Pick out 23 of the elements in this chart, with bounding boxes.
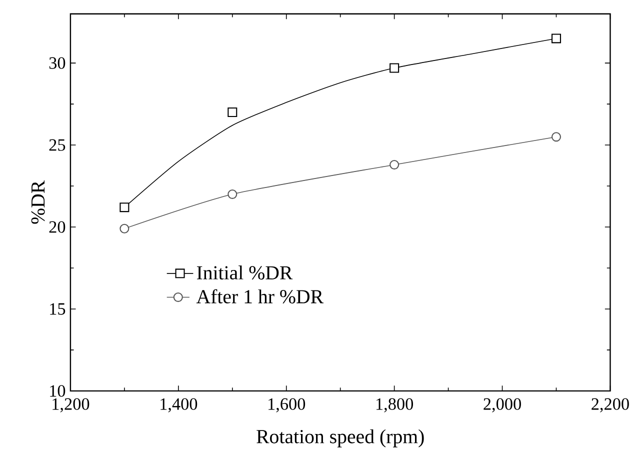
point xyxy=(390,160,400,170)
point xyxy=(390,63,400,73)
x-tick-label: 2,000 xyxy=(484,398,521,412)
y-tick-label: 20 xyxy=(49,221,66,233)
y-tick-label: 25 xyxy=(49,139,66,151)
x-tick-label: 2,200 xyxy=(592,398,629,412)
legend-label: After 1 hr %DR xyxy=(196,289,324,304)
y-tick-label: 15 xyxy=(50,303,66,315)
y-axis-title: %DR xyxy=(31,180,45,224)
point xyxy=(120,202,130,212)
x-tick-label: 1,800 xyxy=(376,398,414,412)
legend-label: Initial %DR xyxy=(196,266,293,280)
point xyxy=(551,132,562,142)
point xyxy=(228,108,238,118)
point xyxy=(120,224,130,234)
x-axis-title: Rotation speed (rpm) xyxy=(256,429,424,448)
x-tick-label: 1,200 xyxy=(52,398,90,412)
y-tick-label: 10 xyxy=(50,385,66,397)
x-tick-label: 1,400 xyxy=(160,398,198,412)
point xyxy=(228,190,238,200)
point xyxy=(551,34,562,44)
x-tick-label: 1,600 xyxy=(268,398,306,412)
y-tick-label: 30 xyxy=(49,57,66,69)
